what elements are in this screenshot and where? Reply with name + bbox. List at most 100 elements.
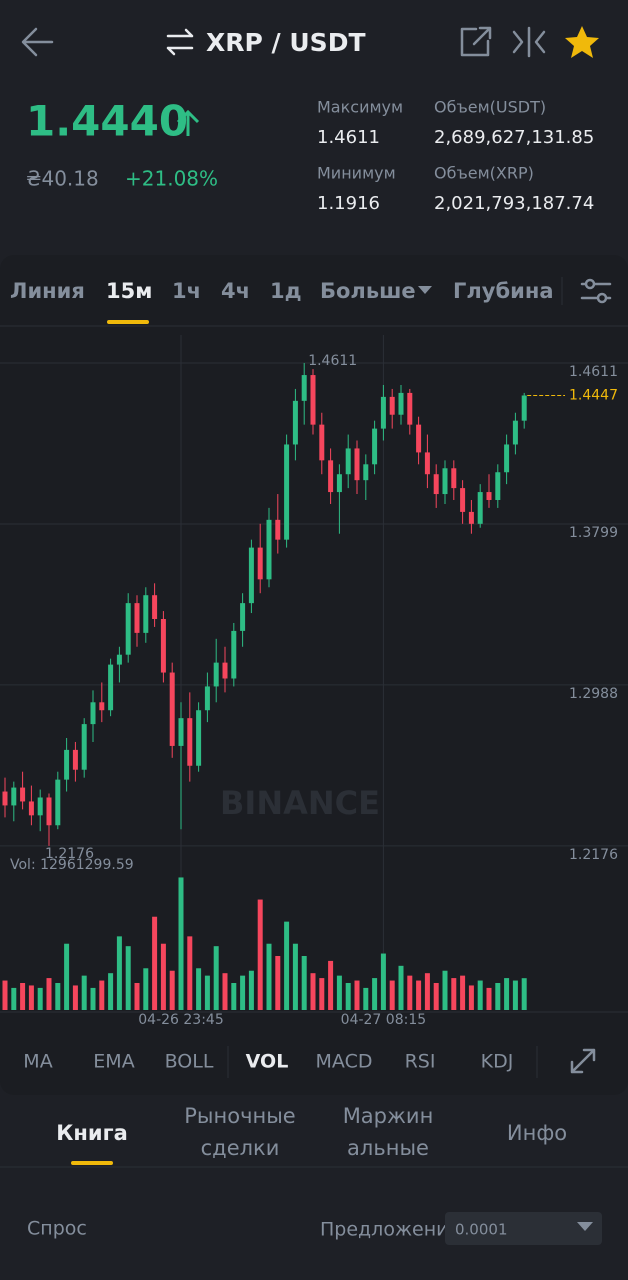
volume-bar	[486, 987, 492, 1010]
indicator-tab[interactable]: RSI	[405, 1051, 436, 1073]
timeframe-tab[interactable]: 1ч	[172, 279, 201, 303]
candle-body	[240, 603, 246, 631]
fullscreen-icon[interactable]	[570, 1048, 596, 1074]
indicator-tab[interactable]: MACD	[316, 1051, 373, 1073]
pair-title[interactable]: XRP / USDT	[206, 28, 366, 57]
volume-bar	[108, 973, 114, 1010]
bottom-panel	[0, 1098, 628, 1280]
timeframe-tab[interactable]: Линия	[10, 279, 85, 303]
volume-bar	[125, 946, 131, 1010]
back-button[interactable]	[21, 27, 54, 57]
candle-body	[204, 686, 210, 711]
volume-bar	[160, 943, 166, 1010]
volume-bar	[398, 965, 404, 1010]
volume-bar	[504, 978, 510, 1010]
bid-header: Спрос	[27, 1218, 87, 1240]
fiat-price: ₴40.18	[26, 167, 99, 191]
volume-bar	[319, 978, 325, 1010]
volume-bar	[424, 973, 430, 1010]
min-price-label: 1.2176	[45, 846, 94, 862]
indicator-tab[interactable]: BOLL	[165, 1051, 214, 1073]
volume-bar	[11, 987, 17, 1010]
volume-bar	[143, 968, 149, 1010]
bottom-tab[interactable]: сделки	[201, 1136, 280, 1160]
volume-bar	[363, 987, 369, 1010]
active-tab-underline	[107, 320, 149, 324]
step-dropdown[interactable]	[445, 1212, 602, 1245]
volume-bar	[187, 936, 193, 1010]
timeframe-tab[interactable]: 1д	[270, 279, 302, 303]
volume-bar	[292, 943, 298, 1010]
candle-body	[477, 492, 483, 524]
volume-bar	[521, 978, 527, 1010]
bottom-tab[interactable]: Инфо	[507, 1121, 567, 1145]
candle-body	[196, 710, 202, 766]
candle-body	[504, 444, 510, 473]
indicator-tab[interactable]: KDJ	[481, 1051, 514, 1073]
volume-bar	[20, 983, 26, 1010]
active-tab-underline	[71, 1161, 113, 1165]
candle-body	[266, 519, 272, 580]
volume-bar	[90, 987, 96, 1010]
candle-body	[64, 749, 70, 780]
swap-icon[interactable]	[166, 28, 194, 56]
stat-label: Объем(USDT)	[434, 98, 546, 117]
bottom-tab[interactable]: альные	[347, 1136, 429, 1160]
volume-bar	[495, 983, 501, 1010]
volume-bar	[152, 916, 158, 1010]
volume-bar	[81, 975, 87, 1010]
indicator-tab[interactable]: VOL	[246, 1051, 289, 1073]
last-price: 1.4440	[26, 97, 188, 146]
volume-bar	[477, 980, 483, 1010]
candle-body	[424, 452, 430, 475]
volume-bar	[64, 943, 70, 1010]
split-icon[interactable]	[512, 26, 546, 58]
step-value: 0.0001	[455, 1221, 508, 1239]
favorite-star[interactable]	[565, 26, 599, 58]
stat-label: Максимум	[317, 98, 403, 117]
y-tick-label: 1.2176	[569, 847, 618, 863]
share-icon[interactable]	[460, 26, 492, 57]
volume-bar	[72, 985, 78, 1010]
volume-bar	[257, 899, 263, 1010]
candle-body	[380, 396, 386, 429]
y-tick-label: 1.2988	[569, 686, 618, 702]
candle-body	[81, 724, 87, 770]
indicator-tab[interactable]: EMA	[93, 1051, 134, 1073]
y-tick-label: 1.3799	[569, 525, 618, 541]
volume-bar	[46, 978, 52, 1010]
timeframe-tab[interactable]: 4ч	[221, 279, 250, 303]
stat-label: Минимум	[317, 164, 396, 183]
indicator-tab[interactable]: MA	[23, 1051, 52, 1073]
volume-bar	[55, 983, 61, 1010]
settings-knob	[596, 292, 608, 304]
volume-bar	[28, 985, 34, 1010]
bottom-tab[interactable]: Маржин	[343, 1104, 434, 1128]
stat-label: Объем(XRP)	[434, 164, 534, 183]
volume-bar	[231, 983, 237, 1010]
timeframe-tab[interactable]: Больше	[320, 279, 416, 303]
stat-value: 2,689,627,131.85	[434, 127, 594, 148]
timeframe-tab[interactable]: 15м	[106, 279, 152, 303]
candle-body	[433, 474, 439, 495]
candle-body	[222, 662, 228, 679]
bottom-tab[interactable]: Рыночные	[184, 1104, 295, 1128]
volume-label: Vol: 12961299.59	[10, 857, 134, 873]
up-arrow	[176, 109, 200, 136]
timeframe-tab[interactable]: Глубина	[453, 279, 554, 303]
candle-body	[398, 392, 404, 415]
volume-bar	[99, 980, 105, 1010]
volume-bar	[169, 970, 175, 1010]
candle-body	[416, 424, 422, 453]
candle-body	[389, 396, 395, 415]
candle-body	[90, 702, 96, 725]
candle-body	[72, 749, 78, 770]
candle-body	[257, 547, 263, 580]
bottom-tab[interactable]: Книга	[56, 1121, 128, 1145]
volume-bar	[134, 983, 140, 1010]
candle-body	[99, 702, 105, 711]
candle-body	[248, 547, 254, 604]
volume-bar	[468, 985, 474, 1010]
stat-value: 1.4611	[317, 127, 380, 148]
